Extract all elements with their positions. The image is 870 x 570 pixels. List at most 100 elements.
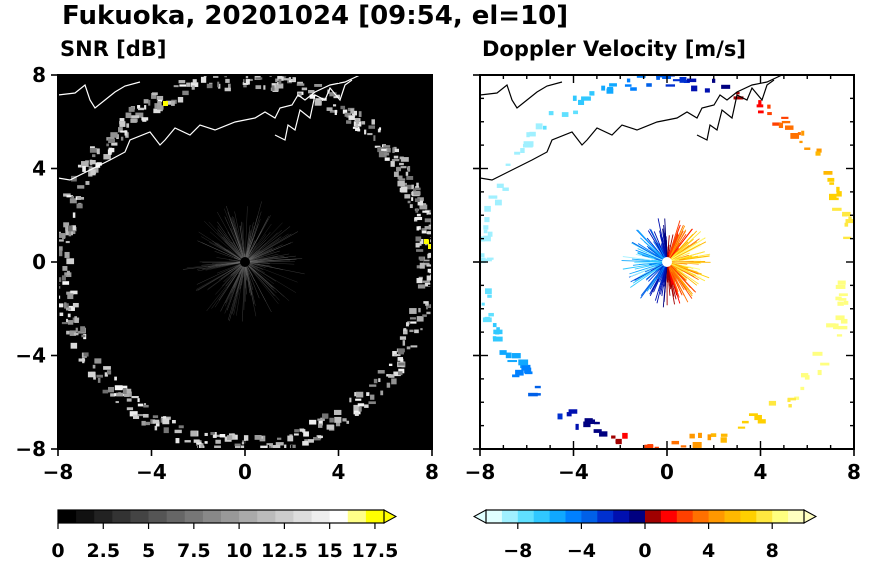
velocity-near-range-echo — [632, 261, 668, 266]
snr-ring-echo — [118, 127, 123, 133]
snr-ring-echo — [415, 208, 419, 213]
snr-ring-echo — [396, 167, 401, 172]
snr-axes: −8 −4 0 4 8 8 4 0 −4 −8 — [15, 63, 439, 484]
snr-near-range-echo — [227, 231, 246, 263]
velocity-ring-echo — [686, 78, 697, 83]
snr-ring-echo — [58, 246, 63, 251]
snr-ring-echo — [420, 328, 423, 331]
velocity-ring-echo — [533, 393, 541, 396]
snr-near-range-echo — [244, 253, 290, 263]
snr-ring-echo — [275, 442, 284, 446]
snr-ring-echo — [403, 328, 407, 332]
snr-ring-echo — [142, 413, 149, 418]
velocity-ring-echo — [583, 421, 591, 428]
velocity-near-range-echo — [666, 241, 707, 263]
snr-ring-echo — [419, 262, 425, 269]
snr-ring-echo — [90, 169, 96, 176]
velocity-ring-echo — [828, 193, 837, 200]
snr-ring-echo — [59, 312, 64, 317]
snr-ring-echo — [329, 92, 335, 97]
velocity-ring-echo — [524, 367, 532, 374]
snr-ring-echo — [332, 104, 337, 107]
snr-ring-echo — [358, 406, 362, 412]
snr-ring-echo — [69, 330, 77, 336]
velocity-colorbar-segment — [772, 510, 789, 523]
velocity-ring-echo — [837, 301, 844, 306]
snr-harbor-path — [274, 79, 353, 141]
snr-ring-echo — [263, 85, 266, 90]
snr-ring-echo — [357, 403, 365, 407]
snr-ring-echo — [412, 188, 417, 192]
snr-ring-echo — [355, 398, 362, 401]
snr-ring-echo — [151, 92, 157, 99]
velocity-colorbar-segment — [692, 510, 710, 523]
snr-ring-echo — [173, 85, 179, 88]
snr-ring-echo — [119, 118, 125, 122]
velocity-ring-echo — [609, 83, 617, 87]
snr-panel-title: SNR [dB] — [60, 37, 166, 61]
snr-ring-echo — [163, 427, 169, 434]
snr-ring-echo — [58, 231, 61, 235]
snr-near-range-echo — [244, 211, 262, 263]
snr-ring-echo — [398, 348, 404, 355]
snr-ring-echo — [318, 420, 323, 426]
snr-y-tick-label: −8 — [15, 437, 46, 461]
snr-ring-echo — [69, 198, 77, 204]
snr-ring-echo — [333, 409, 342, 415]
snr-ring-echo — [87, 371, 96, 378]
velocity-ring-echo — [800, 386, 805, 391]
velocity-ring-echo — [733, 96, 744, 100]
velocity-ring-echo — [557, 413, 563, 420]
snr-ring-echo — [85, 181, 90, 185]
snr-ring-echo — [284, 78, 292, 81]
snr-ring-echo — [413, 191, 421, 196]
snr-ring-echo — [65, 307, 72, 311]
velocity-island-path — [480, 81, 563, 109]
snr-ring-echo — [165, 100, 172, 105]
snr-ring-echo — [224, 87, 231, 92]
snr-ring-echo — [108, 147, 115, 153]
velocity-ring-echo — [487, 294, 492, 298]
snr-ring-echo — [379, 127, 382, 131]
snr-ring-echo — [377, 146, 384, 153]
snr-colorbar-segment — [275, 510, 294, 523]
snr-ring-echo — [179, 84, 187, 87]
snr-colorbar-segment — [166, 510, 186, 523]
snr-ring-echo — [344, 112, 352, 117]
snr-ring-echo — [191, 85, 195, 90]
velocity-ring-echo — [494, 199, 502, 206]
snr-colorbar-segment — [293, 510, 313, 523]
snr-ring-echo — [106, 370, 112, 375]
snr-near-range-echo — [224, 216, 246, 263]
velocity-ring-echo — [812, 351, 823, 356]
snr-ring-echo — [171, 100, 175, 106]
snr-ring-echo — [89, 160, 96, 165]
velocity-ring-echo — [788, 404, 792, 408]
snr-ring-echo — [355, 118, 359, 125]
snr-ring-echo — [200, 76, 207, 83]
snr-ring-echo — [82, 166, 86, 172]
velocity-ring-echo — [526, 132, 530, 138]
velocity-ring-echo — [518, 359, 529, 366]
snr-near-range-echo — [214, 243, 246, 263]
velocity-ring-echo — [817, 369, 822, 376]
snr-ring-echo — [414, 217, 423, 221]
velocity-ring-echo — [837, 280, 846, 285]
snr-near-range-echo — [244, 261, 298, 283]
velocity-ring-echo — [505, 163, 511, 166]
snr-ring-echo — [124, 130, 127, 136]
snr-ring-echo — [429, 237, 432, 243]
snr-island-path — [58, 81, 141, 109]
snr-ring-echo — [110, 132, 118, 138]
snr-ring-echo — [73, 332, 79, 336]
velocity-ring-echo — [720, 437, 727, 443]
velocity-ring-echo — [512, 374, 520, 378]
velocity-ring-echo — [656, 75, 665, 78]
velocity-ring-echo — [737, 426, 746, 429]
snr-ring-echo — [303, 431, 309, 437]
velocity-ring-echo — [833, 323, 839, 330]
snr-near-range-echo — [223, 236, 246, 263]
snr-ring-echo — [96, 162, 102, 166]
snr-ring-echo — [346, 120, 352, 124]
snr-ring-echo — [428, 252, 432, 258]
